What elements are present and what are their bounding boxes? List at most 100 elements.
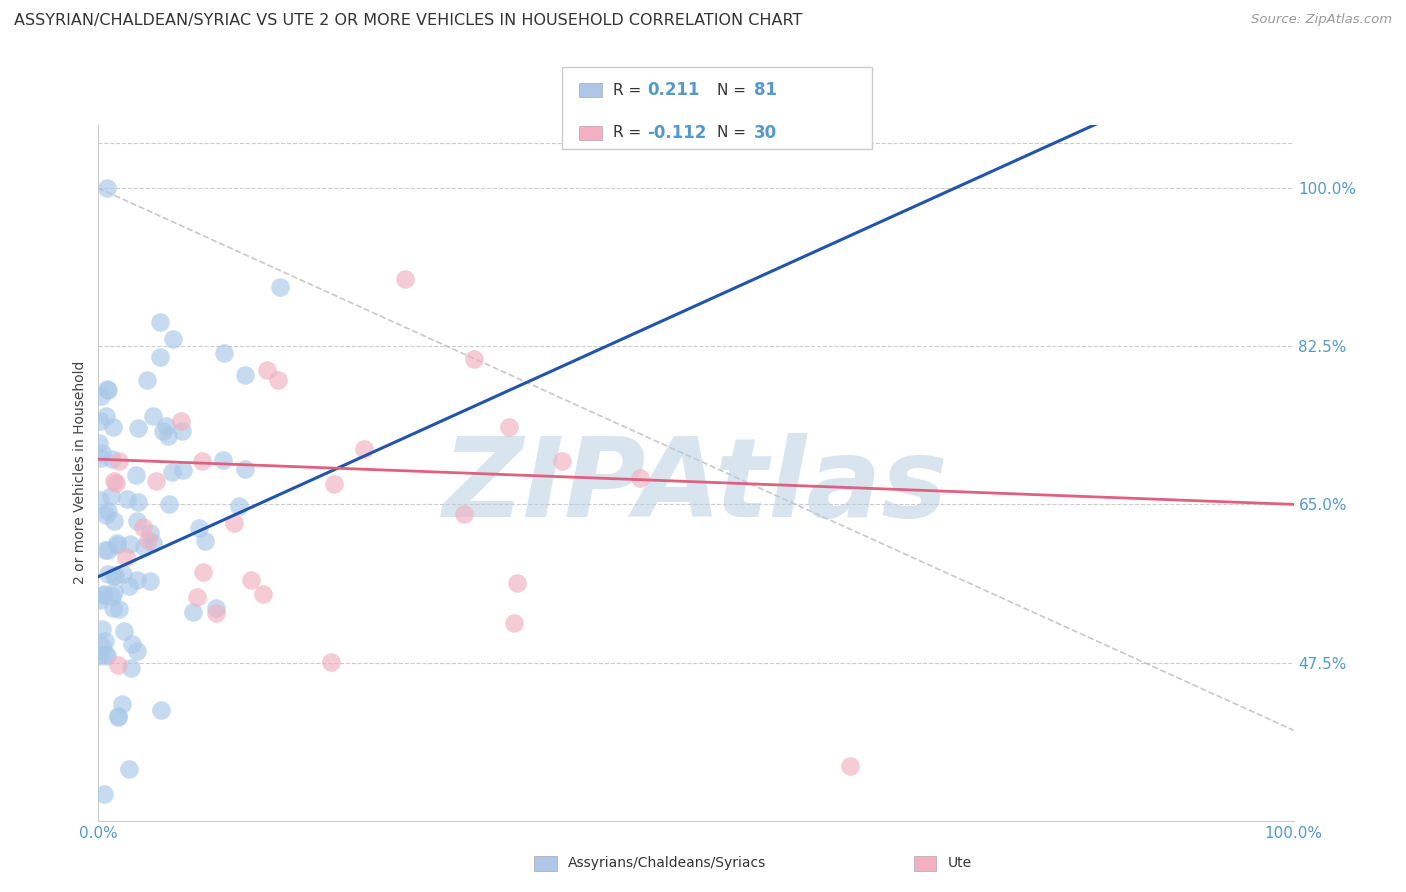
Point — [89, 492, 111, 507]
Point — [503, 615, 526, 630]
Text: 0.211: 0.211 — [647, 81, 699, 99]
Point — [94, 648, 117, 662]
Point — [132, 540, 155, 554]
Point — [127, 421, 149, 435]
Point — [90, 451, 112, 466]
Point — [181, 606, 204, 620]
Text: Assyrians/Chaldeans/Syriacs: Assyrians/Chaldeans/Syriacs — [568, 856, 766, 871]
Point — [353, 442, 375, 456]
Point — [240, 573, 263, 587]
Point — [228, 499, 250, 513]
Point — [149, 703, 172, 717]
Point — [93, 587, 115, 601]
Point — [191, 454, 214, 468]
Point — [149, 315, 172, 329]
Point — [103, 515, 125, 529]
Point — [170, 424, 193, 438]
Point — [103, 569, 125, 583]
Point — [136, 533, 159, 548]
Point — [97, 567, 120, 582]
Point — [222, 516, 245, 530]
Point — [149, 350, 172, 364]
Point — [628, 471, 651, 485]
Point — [152, 424, 174, 438]
Point — [97, 504, 120, 518]
Point — [453, 507, 475, 521]
Point — [125, 468, 148, 483]
Y-axis label: 2 or more Vehicles in Household: 2 or more Vehicles in Household — [73, 361, 87, 584]
Point — [121, 637, 143, 651]
Point — [96, 542, 118, 557]
Point — [125, 644, 148, 658]
Point — [838, 759, 860, 773]
Point — [120, 661, 142, 675]
Point — [506, 575, 529, 590]
Point — [498, 419, 520, 434]
Point — [111, 567, 134, 582]
Point — [103, 474, 125, 488]
Point — [87, 649, 110, 664]
Point — [118, 537, 141, 551]
Text: ASSYRIAN/CHALDEAN/SYRIAC VS UTE 2 OR MORE VEHICLES IN HOUSEHOLD CORRELATION CHAR: ASSYRIAN/CHALDEAN/SYRIAC VS UTE 2 OR MOR… — [14, 13, 803, 29]
Point — [90, 639, 112, 653]
Point — [394, 271, 416, 285]
Point — [104, 568, 127, 582]
Point — [96, 181, 118, 195]
Point — [101, 452, 124, 467]
Point — [145, 474, 167, 488]
Point — [252, 587, 274, 601]
Text: R =: R = — [613, 83, 647, 97]
Point — [321, 655, 343, 669]
Text: N =: N = — [717, 126, 751, 140]
Point — [107, 708, 129, 723]
Point — [142, 535, 165, 549]
Point — [155, 418, 177, 433]
Point — [323, 477, 346, 491]
Point — [105, 538, 128, 552]
Point — [214, 346, 236, 360]
Point — [94, 409, 117, 423]
Point — [108, 454, 131, 468]
Point — [90, 446, 112, 460]
Point — [125, 514, 148, 528]
Text: Source: ZipAtlas.com: Source: ZipAtlas.com — [1251, 13, 1392, 27]
Point — [256, 363, 278, 377]
Point — [94, 633, 117, 648]
Point — [551, 454, 574, 468]
Point — [89, 436, 111, 450]
Point — [91, 588, 114, 602]
Text: ZIPAtlas: ZIPAtlas — [443, 434, 949, 541]
Point — [118, 762, 141, 776]
Point — [97, 383, 120, 397]
Point — [100, 489, 122, 503]
Point — [117, 579, 139, 593]
Point — [233, 368, 256, 383]
Point — [125, 573, 148, 587]
Text: R =: R = — [613, 126, 647, 140]
Point — [233, 462, 256, 476]
Point — [96, 649, 118, 664]
Point — [100, 589, 122, 603]
Text: 30: 30 — [754, 124, 776, 142]
Point — [205, 606, 228, 620]
Point — [204, 600, 226, 615]
Point — [172, 463, 194, 477]
Point — [156, 429, 179, 443]
Point — [108, 602, 131, 616]
Point — [96, 508, 118, 522]
Point — [111, 697, 134, 711]
Point — [89, 593, 111, 607]
Point — [169, 414, 191, 428]
Point — [211, 453, 233, 467]
Point — [160, 465, 183, 479]
Point — [127, 495, 149, 509]
Point — [112, 624, 135, 638]
Point — [142, 409, 165, 424]
Point — [186, 591, 208, 605]
Point — [132, 520, 155, 534]
Point — [193, 565, 215, 579]
Point — [103, 585, 125, 599]
Point — [101, 601, 124, 615]
Point — [105, 475, 128, 490]
Point — [105, 536, 128, 550]
